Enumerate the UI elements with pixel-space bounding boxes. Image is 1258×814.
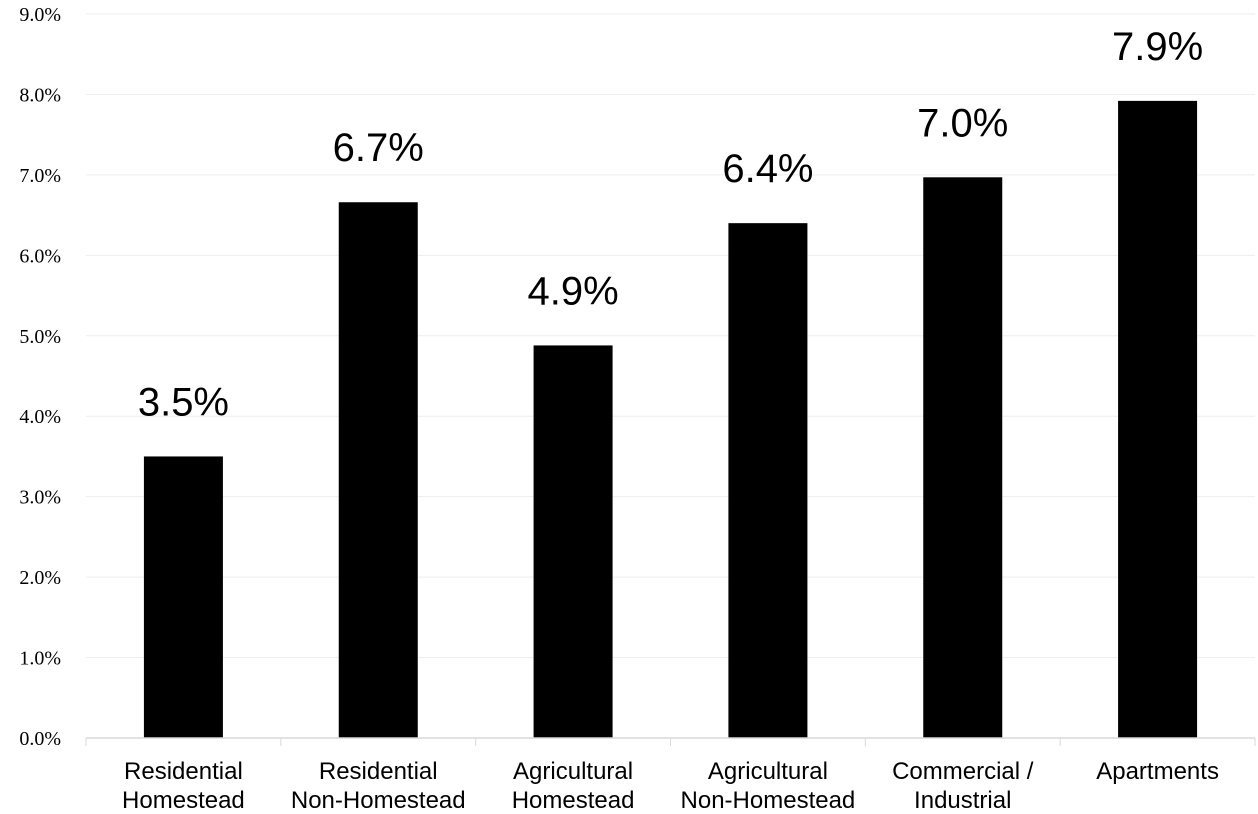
data-label: 7.9% [1112, 25, 1203, 69]
x-tick-label: Agricultural Non-Homestead [681, 758, 856, 814]
data-label: 7.0% [917, 101, 1008, 145]
bars [143, 100, 1198, 739]
gridlines [86, 13, 1255, 659]
y-tick-label: 3.0% [19, 487, 61, 509]
bar [1118, 100, 1198, 738]
x-tick-label: Residential Homestead [122, 758, 245, 814]
y-axis-tick-labels: 0.0% 1.0% 2.0% 3.0% 4.0% 5.0% 6.0% 7.0% 8.0% 9.0% [19, 4, 61, 750]
data-label: 6.7% [333, 126, 424, 170]
y-tick-label: 0.0% [19, 728, 61, 750]
x-axis [85, 737, 1256, 746]
y-tick-label: 4.0% [19, 406, 61, 428]
x-tick-label: Agricultural Homestead [512, 758, 635, 814]
data-label: 6.4% [722, 147, 813, 191]
bar [338, 202, 418, 739]
bar [923, 177, 1003, 738]
x-tick-label: Apartments [1096, 758, 1219, 785]
y-tick-label: 9.0% [19, 4, 61, 26]
y-tick-label: 2.0% [19, 567, 61, 589]
y-tick-label: 1.0% [19, 648, 61, 670]
data-label: 4.9% [527, 269, 618, 313]
x-tick-label: Commercial / Industrial [892, 758, 1034, 814]
data-label: 3.5% [138, 380, 229, 424]
y-tick-label: 5.0% [19, 326, 61, 348]
y-tick-label: 7.0% [19, 165, 61, 187]
bar [728, 223, 808, 739]
y-tick-label: 6.0% [19, 245, 61, 267]
x-axis-tick-labels: Residential Homestead Residential Non-Homes… [122, 758, 1219, 814]
x-tick-label: Residential Non-Homestead [291, 758, 466, 814]
bar [533, 345, 613, 738]
bar [143, 456, 223, 738]
data-labels: 3.5% 6.7% 4.9% 6.4% 7.0% 7.9% [138, 25, 1203, 425]
y-tick-label: 8.0% [19, 84, 61, 106]
